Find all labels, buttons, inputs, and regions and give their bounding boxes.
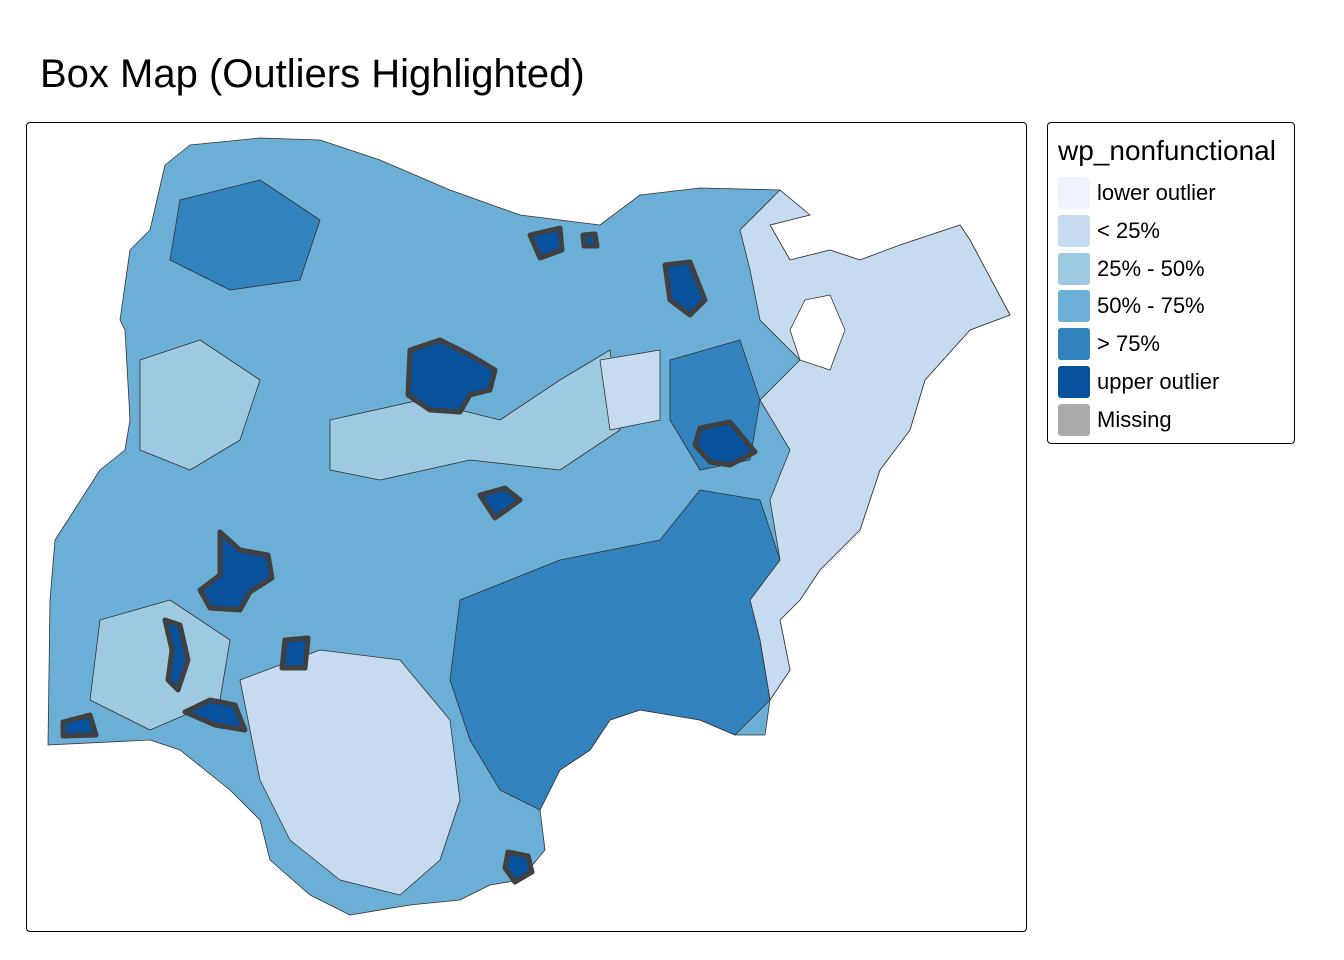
legend-label: > 75% [1097, 331, 1160, 356]
outlier-region [692, 419, 758, 468]
region-southwest [239, 649, 461, 896]
legend-label: Missing [1097, 407, 1172, 432]
region-missing-gap [789, 294, 846, 371]
outlier-region [580, 231, 600, 249]
legend-item-upper-outlier: upper outlier [1058, 366, 1219, 398]
legend-label: < 25% [1097, 218, 1160, 243]
legend-label: 50% - 75% [1097, 293, 1205, 318]
legend-title: wp_nonfunctional [1058, 135, 1276, 166]
outlier-region [162, 617, 191, 693]
map-panel [26, 122, 1027, 932]
legend-label: lower outlier [1097, 180, 1216, 205]
legend-item-50-75: 50% - 75% [1058, 290, 1205, 322]
legend-swatch [1058, 366, 1090, 398]
region-southeast [449, 489, 781, 811]
map-title: Box Map (Outliers Highlighted) [40, 52, 585, 96]
legend-item-below-25: < 25% [1058, 215, 1160, 247]
legend-label: upper outlier [1097, 369, 1220, 394]
legend-swatch [1058, 253, 1090, 285]
map-legend: wp_nonfunctional lower outlier < 25% 25%… [1047, 122, 1295, 444]
legend-label: 25% - 50% [1097, 256, 1205, 281]
outlier-region [477, 485, 523, 521]
legend-item-above-75: > 75% [1058, 328, 1160, 360]
legend-swatch [1058, 177, 1090, 209]
legend-swatch [1058, 404, 1090, 436]
outlier-region [527, 225, 565, 261]
region-northwest [169, 179, 321, 291]
legend-swatch [1058, 215, 1090, 247]
legend-item-lower-outlier: lower outlier [1058, 177, 1216, 209]
outlier-region [502, 849, 535, 885]
outlier-region [60, 712, 99, 739]
region-north-central [329, 349, 621, 481]
region-mid-east [599, 349, 661, 431]
legend-item-missing: Missing [1058, 404, 1172, 436]
region-west [139, 339, 261, 471]
outlier-region [662, 259, 708, 318]
outlier-region [279, 635, 311, 671]
outlier-region [182, 697, 248, 733]
legend-item-25-50: 25% - 50% [1058, 253, 1205, 285]
outlier-region [197, 529, 275, 613]
outlier-region [405, 337, 498, 415]
legend-swatch [1058, 290, 1090, 322]
legend-swatch [1058, 328, 1090, 360]
